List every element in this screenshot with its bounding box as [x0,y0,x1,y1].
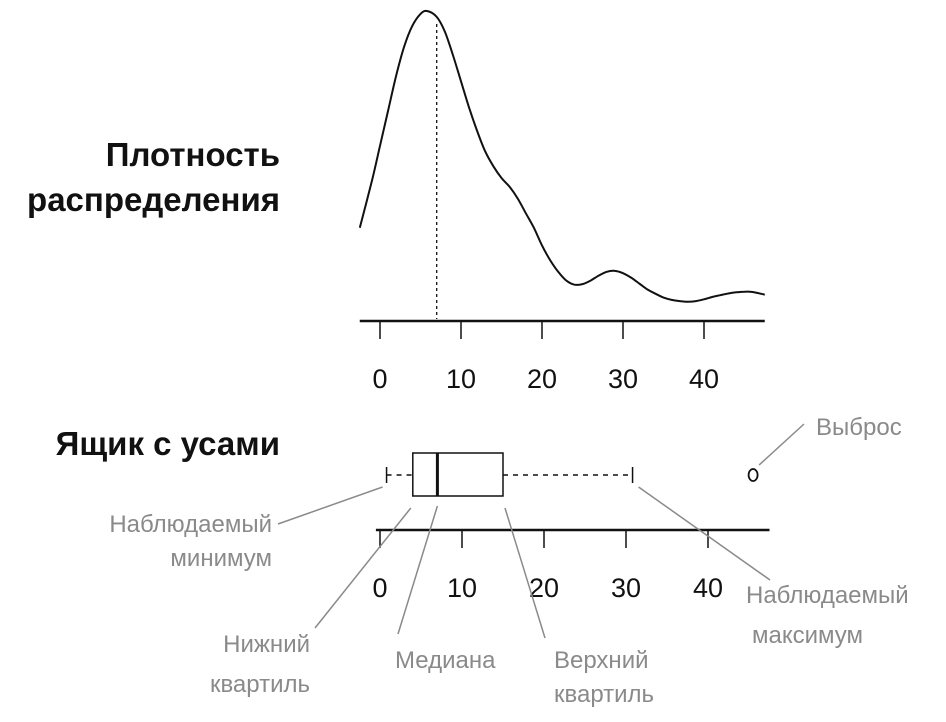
max-annotation-line-1: Наблюдаемый [746,582,909,609]
density-tick-label: 0 [372,364,387,394]
density-plot: 0 10 20 30 40 [358,9,765,394]
q3-annotation-line-2: квартиль [554,681,654,708]
density-label-line-1: Плотность [106,136,280,173]
density-tick-label: 10 [446,364,476,394]
q1-annotation-line-2: квартиль [210,671,310,698]
max-annotation-line-2: максимум [752,622,863,649]
box-tick-label: 10 [447,573,477,603]
outliers [747,468,759,482]
annotation-leaders [277,423,805,639]
density-tick-label: 30 [608,364,638,394]
box-plot: 0 10 20 30 40 [372,452,770,603]
median-leader [397,505,439,635]
q3-annotation-line-1: Верхний [554,647,649,674]
box-tick-label: 20 [529,573,559,603]
density-tick-label: 40 [689,364,719,394]
interquartile-box [412,452,504,497]
median-annotation: Медиана [395,647,496,674]
box-tick-label: 30 [611,573,641,603]
box-tick-label: 0 [372,573,387,603]
boxplot-label: Ящик с усами [56,425,280,462]
q1-leader [314,507,412,629]
min-leader [277,486,383,525]
outlier-annotation: Выброс [816,414,902,441]
density-label-line-2: распределения [27,181,280,218]
outlier-point [747,468,759,482]
density-tick-label: 20 [527,364,557,394]
density-curve [358,9,765,303]
min-annotation-line-2: минимум [170,545,272,572]
max-leader [638,486,771,581]
box-x-ticks: 0 10 20 30 40 [372,530,723,603]
density-x-ticks: 0 10 20 30 40 [372,321,719,394]
q1-annotation-line-1: Нижний [223,631,310,658]
outlier-leader [758,423,805,466]
box-tick-label: 40 [693,573,723,603]
q3-leader [504,507,546,639]
min-annotation-line-1: Наблюдаемый [109,511,272,538]
